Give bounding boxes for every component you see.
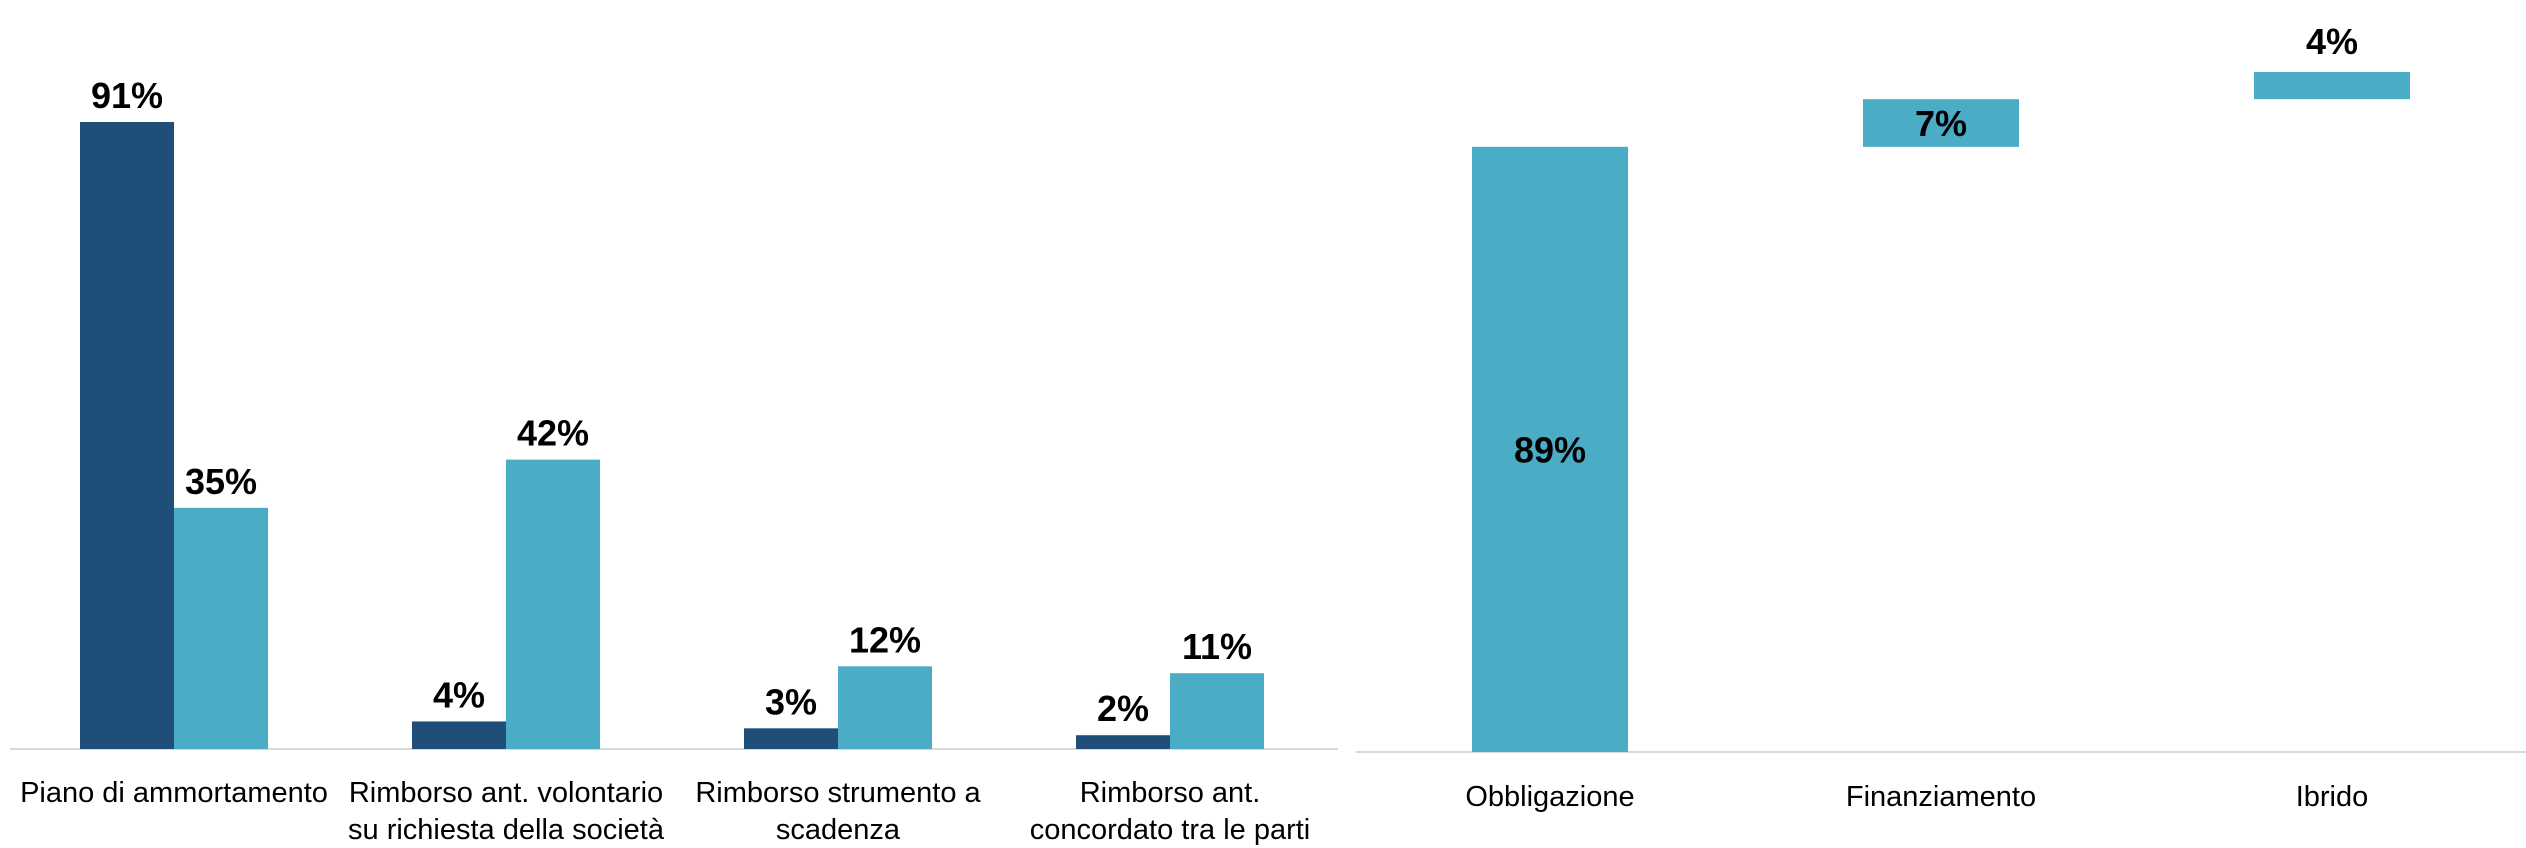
bar xyxy=(412,721,506,749)
category-label: su richiesta della società xyxy=(348,814,665,846)
bar xyxy=(80,122,174,749)
category-label: Rimborso ant. xyxy=(1080,777,1261,809)
category-label: concordato tra le parti xyxy=(1030,814,1310,846)
data-label: 35% xyxy=(185,461,257,502)
category-label: scadenza xyxy=(776,814,901,846)
grouped-bar-chart: 91% 35% Piano di ammortamento 4% 42% Rimborso… xyxy=(10,75,1338,846)
data-label: 3% xyxy=(765,681,817,722)
bar xyxy=(174,507,268,749)
data-label: 4% xyxy=(433,674,485,715)
category-label: Obbligazione xyxy=(1465,781,1634,813)
bar xyxy=(1170,673,1264,749)
bar xyxy=(1472,146,1628,753)
data-label: 4% xyxy=(2306,21,2358,62)
bar xyxy=(506,459,600,749)
bar xyxy=(1863,99,2019,147)
category-label: Rimborso ant. volontario xyxy=(349,777,663,809)
bar xyxy=(838,666,932,749)
bar xyxy=(2254,72,2410,100)
data-label: 42% xyxy=(517,413,589,454)
data-label: 91% xyxy=(91,75,163,116)
category-label: Rimborso strumento a xyxy=(695,777,981,809)
category-label: Ibrido xyxy=(2296,781,2369,813)
data-label: 7% xyxy=(1915,103,1967,144)
category-label: Finanziamento xyxy=(1846,781,2036,813)
bar xyxy=(744,728,838,749)
data-label: 11% xyxy=(1182,626,1252,667)
bar xyxy=(1076,735,1170,749)
data-label: 2% xyxy=(1097,688,1149,729)
data-label: 89% xyxy=(1514,429,1586,470)
data-label: 12% xyxy=(849,619,921,660)
waterfall-chart: 89% Obbligazione 7% Finanziamento 4% Ibrido xyxy=(1356,21,2526,813)
category-label: Piano di ammortamento xyxy=(20,777,328,809)
